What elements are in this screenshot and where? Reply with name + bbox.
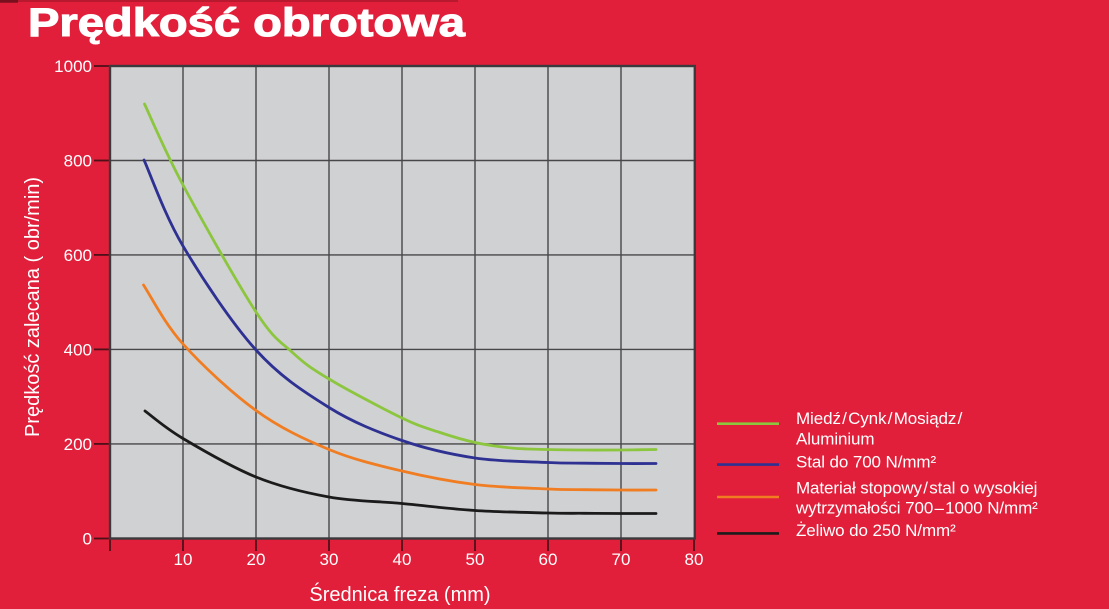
svg-text:50: 50 (466, 550, 485, 569)
svg-text:Aluminium: Aluminium (796, 430, 874, 449)
svg-text:10: 10 (174, 550, 193, 569)
svg-text:60: 60 (539, 550, 558, 569)
svg-text:800: 800 (64, 152, 92, 171)
svg-text:Średnica freza (mm): Średnica freza (mm) (309, 582, 490, 606)
svg-text:400: 400 (64, 340, 92, 359)
svg-text:200: 200 (64, 435, 92, 454)
svg-text:Prędkość zalecana ( obr/min): Prędkość zalecana ( obr/min) (22, 177, 44, 437)
svg-text:0: 0 (83, 529, 92, 548)
svg-text:40: 40 (393, 550, 412, 569)
svg-text:Żeliwo do 250 N/mm²: Żeliwo do 250 N/mm² (796, 521, 956, 540)
svg-text:80: 80 (685, 550, 704, 569)
svg-text:70: 70 (612, 550, 631, 569)
svg-text:Miedź / Cynk / Mosiądz /: Miedź / Cynk / Mosiądz / (796, 409, 963, 428)
svg-text:1000: 1000 (54, 57, 92, 76)
svg-text:30: 30 (320, 550, 339, 569)
svg-text:20: 20 (247, 550, 266, 569)
svg-text:Prędkość obrotowa: Prędkość obrotowa (28, 1, 466, 45)
svg-text:Stal do 700 N/mm²: Stal do 700 N/mm² (796, 453, 936, 472)
svg-text:Materiał stopowy / stal o wyso: Materiał stopowy / stal o wysokiej (796, 479, 1037, 498)
svg-text:600: 600 (64, 246, 92, 265)
svg-text:wytrzymałości 700 – 1000 N/mm²: wytrzymałości 700 – 1000 N/mm² (795, 499, 1038, 518)
